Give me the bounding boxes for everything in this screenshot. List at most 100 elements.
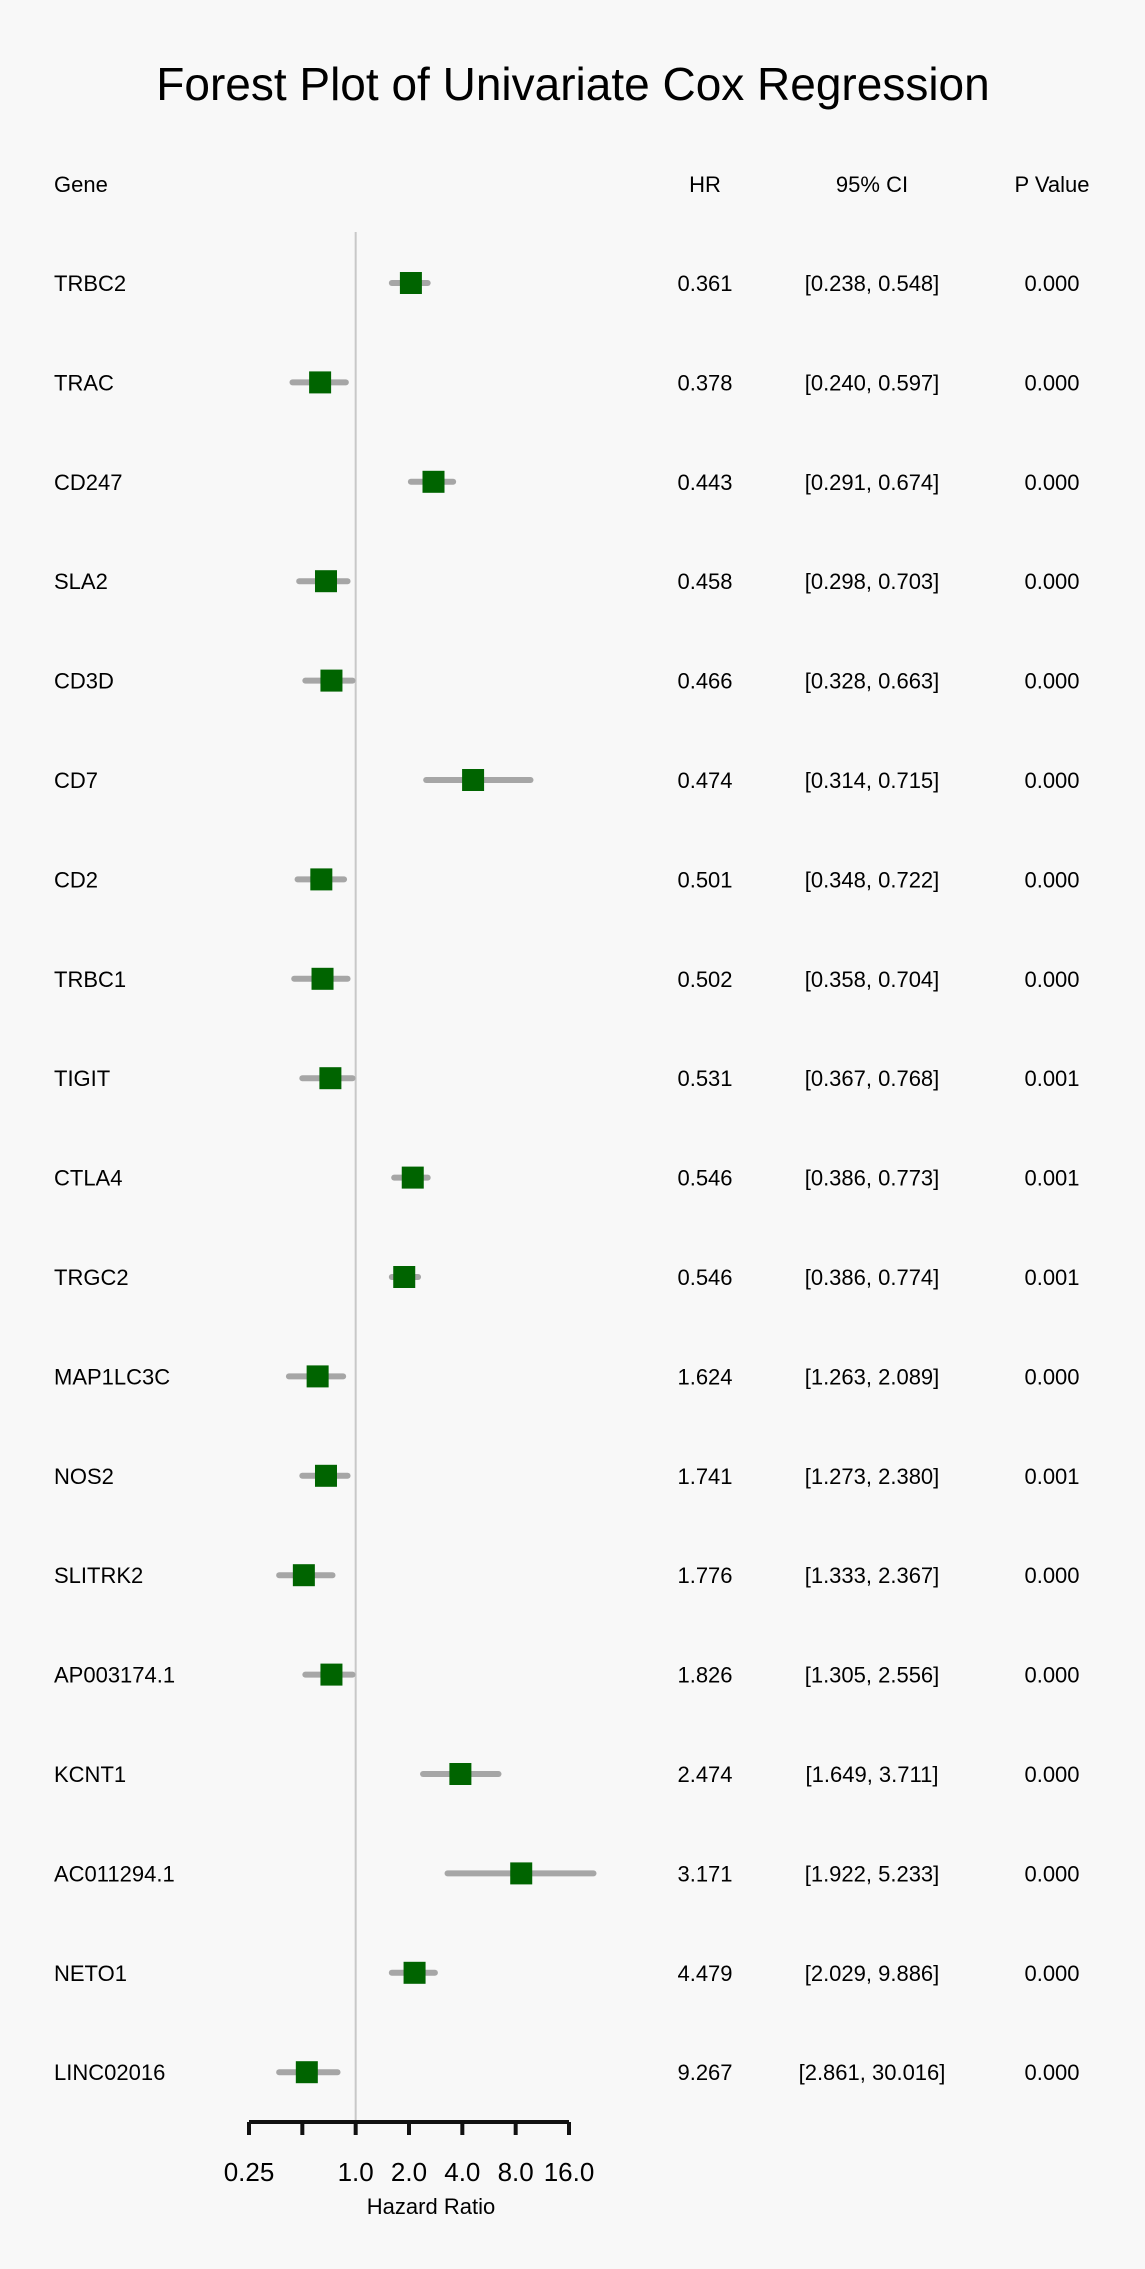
- hr-value: 1.741: [677, 1464, 732, 1489]
- x-tick-label: 1.0: [338, 2157, 374, 2187]
- ci-value: [0.367, 0.768]: [805, 1066, 940, 1091]
- hr-point: [314, 570, 337, 593]
- hr-value: 0.361: [677, 271, 732, 296]
- forest-row: AP003174.1 1.826 [1.305, 2.556] 0.000: [54, 1663, 1080, 1688]
- forest-row: TRAC 0.378 [0.240, 0.597] 0.000: [54, 370, 1080, 395]
- ci-value: [0.298, 0.703]: [805, 569, 940, 594]
- forest-row: LINC02016 9.267 [2.861, 30.016] 0.000: [54, 2060, 1080, 2085]
- ci-value: [2.029, 9.886]: [805, 1961, 940, 1986]
- hr-value: 0.546: [677, 1265, 732, 1290]
- p-value: 0.000: [1024, 2060, 1079, 2085]
- gene-label: CTLA4: [54, 1166, 122, 1191]
- x-tick-label: 16.0: [544, 2157, 595, 2187]
- forest-row: CD247 0.443 [0.291, 0.674] 0.000: [54, 470, 1080, 495]
- hr-value: 0.531: [677, 1066, 732, 1091]
- p-value: 0.001: [1024, 1464, 1079, 1489]
- p-value: 0.000: [1024, 768, 1079, 793]
- hr-value: 1.776: [677, 1563, 732, 1588]
- forest-row: TRBC1 0.502 [0.358, 0.704] 0.000: [54, 967, 1080, 992]
- hr-point: [403, 1961, 426, 1984]
- ci-value: [1.922, 5.233]: [805, 1861, 940, 1886]
- forest-row: CD2 0.501 [0.348, 0.722] 0.000: [54, 867, 1080, 892]
- x-axis: 0.25 1.0 2.0 4.0 8.0 16.0: [224, 2120, 595, 2187]
- gene-label: AP003174.1: [54, 1663, 175, 1688]
- ci-value: [0.328, 0.663]: [805, 669, 940, 694]
- p-value: 0.000: [1024, 1663, 1079, 1688]
- hr-point: [393, 1266, 416, 1288]
- forest-row: TRGC2 0.546 [0.386, 0.774] 0.001: [54, 1265, 1080, 1290]
- ci-value: [0.314, 0.715]: [805, 768, 940, 793]
- p-value: 0.000: [1024, 669, 1079, 694]
- ci-value: [1.305, 2.556]: [805, 1663, 940, 1688]
- gene-label: NOS2: [54, 1464, 114, 1489]
- p-value: 0.000: [1024, 569, 1079, 594]
- hr-point: [510, 1862, 533, 1885]
- header-hr: HR: [689, 172, 721, 197]
- gene-label: NETO1: [54, 1961, 127, 1986]
- hr-value: 1.826: [677, 1663, 732, 1688]
- hr-point: [295, 2061, 318, 2084]
- gene-label: TRBC2: [54, 271, 126, 296]
- hr-value: 4.479: [677, 1961, 732, 1986]
- hr-point: [309, 371, 332, 394]
- gene-label: KCNT1: [54, 1762, 126, 1787]
- p-value: 0.000: [1024, 271, 1079, 296]
- hr-point: [399, 272, 422, 294]
- forest-row: KCNT1 2.474 [1.649, 3.711] 0.000: [54, 1762, 1080, 1787]
- forest-row: SLA2 0.458 [0.298, 0.703] 0.000: [54, 569, 1080, 594]
- forest-row: NETO1 4.479 [2.029, 9.886] 0.000: [54, 1961, 1080, 1986]
- ci-value: [1.333, 2.367]: [805, 1563, 940, 1588]
- p-value: 0.000: [1024, 967, 1079, 992]
- ci-value: [1.263, 2.089]: [805, 1364, 940, 1389]
- forest-row: CTLA4 0.546 [0.386, 0.773] 0.001: [54, 1166, 1080, 1191]
- gene-label: TIGIT: [54, 1066, 110, 1091]
- hr-value: 0.443: [677, 470, 732, 495]
- p-value: 0.000: [1024, 1762, 1079, 1787]
- p-value: 0.000: [1024, 370, 1079, 395]
- gene-label: TRAC: [54, 370, 114, 395]
- x-axis-label: Hazard Ratio: [367, 2194, 495, 2219]
- gene-label: CD3D: [54, 669, 114, 694]
- header-p-value: P Value: [1014, 172, 1089, 197]
- forest-row: NOS2 1.741 [1.273, 2.380] 0.001: [54, 1464, 1080, 1489]
- gene-label: LINC02016: [54, 2060, 165, 2085]
- hr-value: 3.171: [677, 1861, 732, 1886]
- p-value: 0.000: [1024, 470, 1079, 495]
- ci-value: [0.386, 0.774]: [805, 1265, 940, 1290]
- hr-value: 0.502: [677, 967, 732, 992]
- p-value: 0.001: [1024, 1066, 1079, 1091]
- p-value: 0.000: [1024, 867, 1079, 892]
- x-tick-label: 0.25: [224, 2157, 275, 2187]
- gene-label: CD7: [54, 768, 98, 793]
- header-ci: 95% CI: [836, 172, 908, 197]
- header-gene: Gene: [54, 172, 108, 197]
- chart-title: Forest Plot of Univariate Cox Regression: [156, 58, 989, 110]
- ci-value: [0.358, 0.704]: [805, 967, 940, 992]
- plot-rows: TRBC2 0.361 [0.238, 0.548] 0.000 TRAC 0.378 [0…: [54, 232, 1080, 2122]
- gene-label: SLITRK2: [54, 1563, 143, 1588]
- p-value: 0.000: [1024, 1861, 1079, 1886]
- ci-value: [1.273, 2.380]: [805, 1464, 940, 1489]
- forest-row: SLITRK2 1.776 [1.333, 2.367] 0.000: [54, 1563, 1080, 1588]
- hr-point: [314, 1464, 337, 1487]
- x-tick-label: 8.0: [498, 2157, 534, 2187]
- ci-value: [1.649, 3.711]: [806, 1762, 939, 1787]
- hr-point: [319, 1067, 342, 1090]
- hr-point: [401, 1166, 424, 1189]
- hr-point: [310, 868, 333, 891]
- hr-point: [449, 1763, 472, 1785]
- hr-value: 0.378: [677, 370, 732, 395]
- gene-label: MAP1LC3C: [54, 1364, 170, 1389]
- ci-value: [0.238, 0.548]: [805, 271, 940, 296]
- p-value: 0.001: [1024, 1166, 1079, 1191]
- ci-value: [0.348, 0.722]: [805, 867, 940, 892]
- p-value: 0.000: [1024, 1961, 1079, 1986]
- hr-value: 9.267: [677, 2060, 732, 2085]
- hr-value: 2.474: [677, 1762, 732, 1787]
- forest-row: TRBC2 0.361 [0.238, 0.548] 0.000: [54, 271, 1080, 296]
- hr-point: [311, 967, 334, 990]
- ci-value: [2.861, 30.016]: [799, 2060, 946, 2085]
- gene-label: CD247: [54, 470, 122, 495]
- p-value: 0.000: [1024, 1364, 1079, 1389]
